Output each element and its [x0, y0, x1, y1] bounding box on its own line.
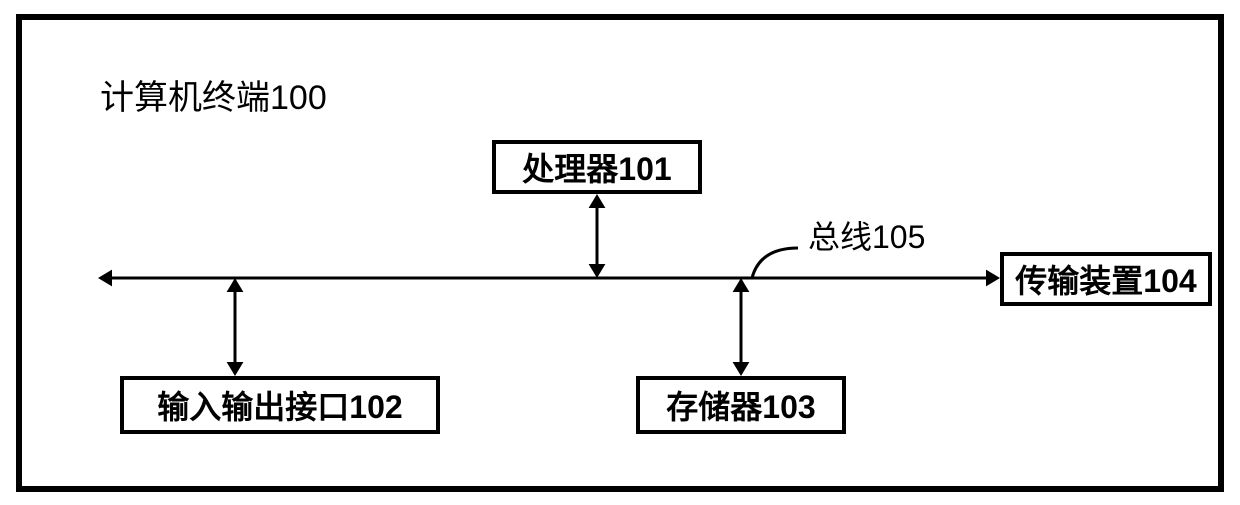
transmission-device-node: 传输装置104	[1000, 252, 1212, 306]
bus-label: 总线105	[808, 212, 925, 258]
diagram-title: 计算机终端100	[100, 70, 327, 119]
memory-node-label: 存储器103	[666, 382, 815, 428]
io-interface-node: 输入输出接口102	[120, 376, 440, 434]
processor-node: 处理器101	[492, 140, 702, 194]
io-interface-node-label: 输入输出接口102	[157, 382, 402, 428]
processor-node-label: 处理器101	[522, 144, 671, 190]
memory-node: 存储器103	[636, 376, 846, 434]
transmission-device-node-label: 传输装置104	[1015, 256, 1196, 302]
